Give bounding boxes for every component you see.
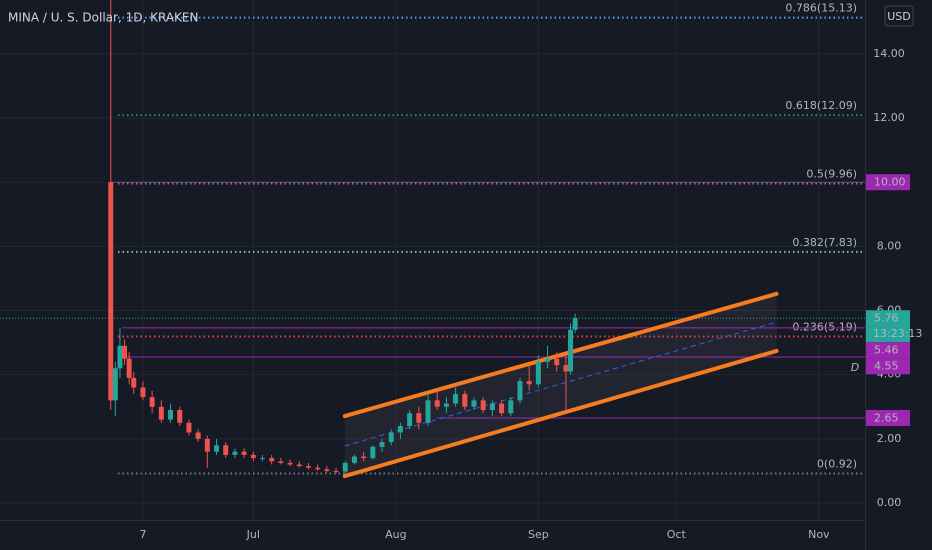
x-tick-label: Oct bbox=[667, 528, 687, 541]
candle-body bbox=[232, 451, 238, 455]
y-tick-label: 0.00 bbox=[877, 496, 902, 509]
candle-body bbox=[471, 400, 477, 407]
candle-body bbox=[186, 422, 192, 433]
candle-body bbox=[195, 432, 201, 439]
candle-body bbox=[122, 345, 128, 359]
candle-body bbox=[499, 403, 505, 414]
candle-body bbox=[425, 400, 431, 423]
candle-body bbox=[149, 397, 155, 407]
y-tick-label: 12.00 bbox=[873, 111, 905, 124]
candle-body bbox=[568, 329, 574, 372]
y-tick-label: 8.00 bbox=[877, 239, 902, 252]
level-note: D bbox=[851, 361, 859, 374]
x-tick-label: Jul bbox=[246, 528, 260, 541]
price-badge bbox=[866, 409, 910, 426]
candle-body bbox=[278, 461, 284, 463]
fib-label: 0.382(7.83) bbox=[792, 236, 857, 249]
fib-label: 0.5(9.96) bbox=[806, 167, 857, 180]
channel-upper bbox=[342, 291, 779, 419]
price-badge bbox=[866, 342, 910, 359]
candle-body bbox=[158, 406, 164, 420]
candle-body bbox=[379, 442, 385, 447]
price-badge-label: 5.46 bbox=[874, 344, 899, 357]
candle-body bbox=[112, 368, 118, 401]
x-tick-label: Sep bbox=[528, 528, 549, 541]
candle-body bbox=[204, 438, 210, 452]
x-tick-label: 7 bbox=[139, 528, 146, 541]
candle-body bbox=[554, 358, 560, 366]
channel-lower bbox=[342, 348, 779, 479]
y-tick-label: 2.00 bbox=[877, 432, 902, 445]
candle-body bbox=[108, 182, 114, 401]
candle-body bbox=[416, 413, 422, 423]
candle-body bbox=[296, 464, 302, 467]
candle-body bbox=[140, 387, 146, 398]
candle-body bbox=[241, 451, 247, 455]
channel-mid bbox=[344, 321, 777, 447]
price-badge-label: 5.76 bbox=[874, 312, 899, 325]
candle-body bbox=[434, 400, 440, 407]
candle-body bbox=[315, 467, 321, 470]
channel-fill bbox=[344, 293, 777, 477]
chart-title: MINA / U. S. Dollar, 1D, KRAKEN bbox=[8, 11, 198, 25]
candle-body bbox=[250, 454, 256, 459]
plot: 0.786(15.13) 0.618(12.09) 0.5(9.96) 0.382(7… bbox=[0, 0, 865, 479]
x-tick-label: Aug bbox=[385, 528, 406, 541]
candle-body bbox=[287, 462, 293, 465]
price-badge bbox=[866, 310, 910, 343]
candle-body bbox=[388, 432, 394, 443]
candle-body bbox=[351, 456, 357, 463]
candle-body bbox=[572, 318, 578, 330]
candle-body bbox=[453, 393, 459, 404]
candle-body bbox=[177, 409, 183, 423]
candle-body bbox=[407, 413, 413, 427]
candle-body bbox=[259, 458, 265, 460]
candle-body bbox=[462, 393, 468, 407]
price-badge-label: 2.65 bbox=[874, 411, 899, 424]
candle-body bbox=[535, 361, 541, 385]
price-badge bbox=[866, 174, 910, 191]
candle-body bbox=[545, 358, 551, 362]
candle-body bbox=[517, 381, 523, 401]
candle-body bbox=[269, 458, 275, 462]
currency-button-label[interactable]: USD bbox=[887, 10, 911, 23]
y-tick-label: 14.00 bbox=[873, 47, 905, 60]
candle-body bbox=[223, 445, 229, 455]
countdown-label: 13:23:13 bbox=[873, 327, 922, 340]
candle-body bbox=[168, 409, 174, 420]
candle-body bbox=[126, 358, 132, 378]
candle-body bbox=[305, 466, 311, 468]
candle-body bbox=[526, 381, 532, 385]
candle-body bbox=[131, 377, 137, 388]
currency-button[interactable] bbox=[884, 5, 914, 27]
fib-label: 0.236(5.19) bbox=[792, 321, 857, 334]
candle-body bbox=[342, 462, 348, 472]
price-badge bbox=[866, 358, 910, 375]
fib-label: 0.618(12.09) bbox=[785, 99, 857, 112]
grid bbox=[0, 0, 865, 520]
candle-body bbox=[443, 403, 449, 407]
candle-body bbox=[397, 426, 403, 433]
axes: 0.002.004.006.008.0010.0012.0014.007JulA… bbox=[139, 47, 922, 541]
candle-body bbox=[480, 400, 486, 410]
fib-label: 0.786(15.13) bbox=[785, 2, 857, 15]
candle-body bbox=[489, 403, 495, 410]
candle-body bbox=[563, 365, 569, 372]
fib-label: 0(0.92) bbox=[817, 457, 857, 470]
candle-body bbox=[117, 345, 123, 369]
candle-body bbox=[214, 445, 220, 452]
price-badge-label: 10.00 bbox=[874, 176, 906, 189]
candle-body bbox=[370, 446, 376, 459]
candle-body bbox=[324, 469, 330, 471]
x-tick-label: Nov bbox=[808, 528, 830, 541]
candle-body bbox=[508, 400, 514, 414]
price-badge-label: 4.55 bbox=[874, 360, 899, 373]
candle-body bbox=[333, 470, 339, 472]
candle-body bbox=[361, 456, 367, 459]
